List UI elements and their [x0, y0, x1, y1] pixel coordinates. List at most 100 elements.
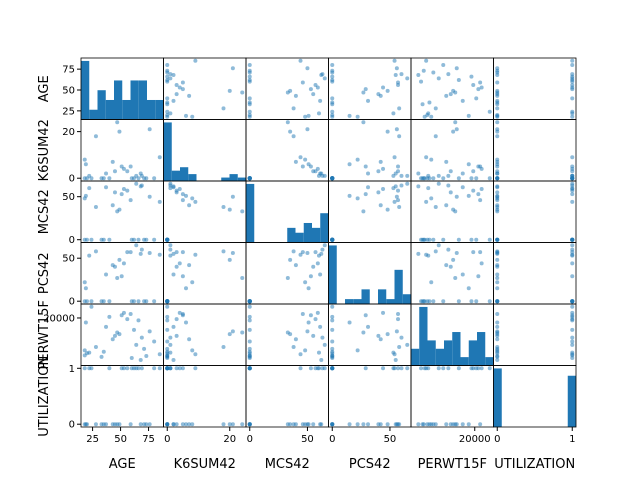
scatter-point: [89, 366, 94, 371]
hist-bar: [567, 375, 576, 427]
scatter-point: [83, 162, 88, 167]
scatter-point: [230, 194, 235, 199]
scatter-point: [469, 299, 474, 304]
scatter-point: [230, 66, 235, 71]
scatter-point: [495, 299, 500, 304]
scatter-point: [570, 58, 575, 63]
scatter-point: [306, 286, 311, 291]
scatter-point: [107, 237, 112, 242]
scatter-point: [221, 249, 226, 254]
scatter-point: [104, 422, 109, 427]
scatter-point: [570, 313, 575, 318]
scatter-point: [174, 250, 179, 255]
scatter-point: [298, 352, 303, 357]
scatter-point: [165, 327, 170, 332]
y-tick-label: 50: [62, 86, 75, 97]
cell: [82, 181, 162, 242]
scatter-point: [322, 76, 327, 81]
scatter-point: [168, 111, 173, 116]
hist-bar: [138, 80, 147, 120]
scatter-point: [429, 157, 434, 162]
scatter-point: [363, 87, 368, 92]
y-tick-label: 75: [62, 65, 75, 76]
scatter-point: [425, 237, 430, 242]
scatter-point: [117, 207, 122, 212]
scatter-point: [125, 188, 130, 193]
scatter-point: [436, 181, 441, 186]
scatter-point: [419, 79, 424, 84]
scatter-point: [347, 320, 352, 325]
scatter-point: [320, 72, 325, 77]
scatter-point: [451, 129, 456, 134]
scatter-point: [180, 366, 185, 371]
scatter-point: [300, 80, 305, 85]
scatter-point: [165, 100, 170, 105]
cell-frame: [493, 303, 577, 366]
scatter-point: [174, 264, 179, 269]
scatter-point: [227, 257, 232, 262]
scatter-point: [128, 250, 133, 255]
scatter-point: [478, 198, 483, 203]
scatter-point: [570, 304, 575, 309]
scatter-point: [405, 76, 410, 81]
scatter-point: [285, 275, 290, 280]
y-tick-label: 0: [69, 297, 75, 308]
scatter-point: [174, 92, 179, 97]
scatter-point: [240, 209, 245, 214]
scatter-point: [393, 358, 398, 363]
scatter-point: [187, 422, 192, 427]
scatter-point: [221, 106, 226, 111]
scatter-point: [165, 96, 170, 101]
scatter-point: [330, 327, 335, 332]
x-tick-label: 0: [494, 434, 500, 445]
scatter-point: [247, 339, 252, 344]
hist-bar: [485, 357, 494, 366]
scatter-point: [247, 79, 252, 84]
hist-bar: [287, 227, 296, 243]
scatter-point: [288, 129, 293, 134]
x-tick-label: 25: [86, 434, 99, 445]
scatter-point: [376, 333, 381, 338]
scatter-point: [227, 88, 232, 93]
scatter-point: [570, 317, 575, 322]
scatter-point: [405, 181, 410, 186]
scatter-point: [112, 190, 117, 195]
scatter-point: [424, 58, 429, 63]
y-axis-label: PERWT15F: [37, 300, 52, 369]
scatter-point: [495, 120, 500, 125]
scatter-point: [165, 299, 170, 304]
scatter-point: [165, 79, 170, 84]
y-tick-label: 0: [69, 420, 75, 431]
scatter-point: [184, 320, 188, 325]
scatter-point: [240, 275, 245, 280]
scatter-point: [139, 335, 144, 340]
scatter-point: [230, 329, 235, 334]
scatter-point: [168, 243, 173, 248]
scatter-point: [138, 251, 143, 256]
y-axis-label: AGE: [37, 75, 52, 102]
scatter-point: [441, 299, 446, 304]
scatter-point: [570, 109, 575, 114]
cell-frame: [163, 365, 247, 428]
hist-bar: [394, 269, 403, 304]
scatter-point: [165, 422, 170, 427]
scatter-point: [396, 169, 401, 174]
scatter-point: [361, 209, 366, 214]
scatter-point: [363, 192, 368, 197]
hist-bar: [353, 299, 362, 304]
scatter-point: [495, 98, 500, 103]
scatter-point: [316, 111, 321, 116]
scatter-point: [152, 237, 157, 242]
scatter-point: [134, 243, 139, 248]
scatter-point: [165, 74, 170, 79]
scatter-point: [416, 251, 421, 256]
scatter-point: [416, 184, 421, 189]
scatter-point: [247, 299, 252, 304]
scatter-point: [478, 422, 483, 427]
hist-bar: [386, 299, 395, 304]
scatter-point: [396, 188, 401, 193]
scatter-point: [363, 313, 368, 318]
scatter-point: [361, 90, 366, 95]
scatter-point: [425, 176, 430, 181]
scatter-point: [446, 183, 451, 188]
